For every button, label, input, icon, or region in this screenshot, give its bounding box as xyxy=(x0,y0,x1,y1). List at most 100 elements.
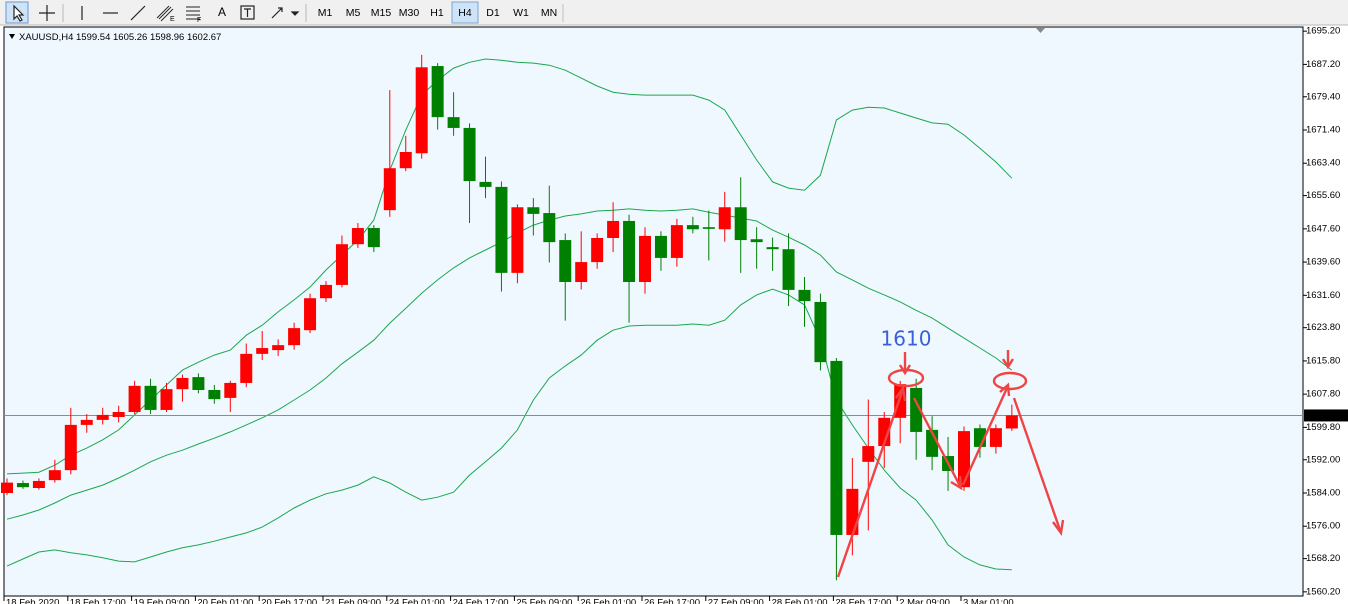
annotation: 1610 xyxy=(881,327,932,351)
candle-body xyxy=(176,377,189,390)
y-tick-label: 1671.40 xyxy=(1306,125,1340,136)
candle-body xyxy=(591,237,604,263)
candle-body xyxy=(511,207,524,273)
candle-body xyxy=(320,284,332,299)
channel-button[interactable] xyxy=(156,5,174,22)
candle-body xyxy=(240,353,253,383)
timeframe-button[interactable]: M15 xyxy=(371,7,392,19)
candle-body xyxy=(383,168,396,211)
y-tick-label: 1679.40 xyxy=(1306,91,1340,102)
arrow-button[interactable] xyxy=(271,7,283,19)
channel-letter: E xyxy=(170,16,175,23)
candle-body xyxy=(670,225,683,258)
y-tick-label: 1615.80 xyxy=(1306,355,1340,366)
candle-body xyxy=(607,220,620,238)
candle-body xyxy=(798,289,811,302)
arrow-line xyxy=(836,391,904,578)
x-tick-label: 28 Feb 01:00 xyxy=(772,598,828,604)
x-tick-label: 26 Feb 17:00 xyxy=(644,598,700,604)
candle-body xyxy=(80,419,93,425)
text-label-button[interactable] xyxy=(240,5,255,20)
y-tick-label: 1631.60 xyxy=(1306,290,1340,301)
candle-body xyxy=(543,213,556,243)
trendline-button[interactable] xyxy=(130,5,146,21)
drawing-objects xyxy=(836,350,1065,578)
timeframe-button[interactable]: H1 xyxy=(430,7,444,19)
arrow-line xyxy=(912,397,962,487)
last-price-box xyxy=(1304,409,1348,422)
timeframe-button[interactable]: M1 xyxy=(318,7,333,19)
y-tick-label: 1695.20 xyxy=(1306,26,1340,37)
y-tick-label: 1576.00 xyxy=(1306,521,1340,532)
close-price: 1602.67 xyxy=(187,32,221,43)
candle-body xyxy=(64,424,77,471)
candle-body xyxy=(351,228,364,245)
shift-marker xyxy=(1036,28,1045,33)
y-tick-label: 1584.00 xyxy=(1306,488,1340,499)
candle-body xyxy=(256,348,269,354)
bollinger-band xyxy=(6,208,1013,520)
x-tick-label: 20 Feb 01:00 xyxy=(197,598,253,604)
candle-body xyxy=(32,480,45,489)
candle-body xyxy=(1005,415,1018,429)
candle-body xyxy=(112,412,125,417)
timeframe-button[interactable]: M30 xyxy=(399,7,420,19)
candle-body xyxy=(447,117,460,128)
x-tick-label: 18 Feb 17:00 xyxy=(70,598,126,604)
timeframe-button[interactable]: H4 xyxy=(458,7,472,19)
arrow-head xyxy=(999,382,1011,397)
down-arrow xyxy=(1001,350,1015,370)
candle-body xyxy=(399,152,412,169)
x-tick-label: 21 Feb 09:00 xyxy=(325,598,381,604)
candle-body xyxy=(1,482,13,493)
arrow-line xyxy=(1012,397,1062,531)
marker-ellipse xyxy=(992,371,1028,391)
crosshair-button[interactable] xyxy=(39,5,55,21)
timeframe-button[interactable]: W1 xyxy=(513,7,529,19)
dropdown-arrow[interactable] xyxy=(290,11,300,16)
toolbar xyxy=(0,0,1348,25)
candle-body xyxy=(702,227,715,229)
header-triangle xyxy=(9,34,15,39)
candle-body xyxy=(304,298,317,331)
candle-body xyxy=(878,417,891,447)
candle-body xyxy=(415,67,428,154)
candle-body xyxy=(144,385,157,410)
x-tick-label: 20 Feb 17:00 xyxy=(261,598,317,604)
x-tick-label: 25 Feb 09:00 xyxy=(516,598,572,604)
arrow-head xyxy=(950,475,963,491)
candle-body xyxy=(160,389,173,410)
last-price-label: 1602.67 xyxy=(1307,410,1341,421)
candle-body xyxy=(192,377,205,390)
candle-body xyxy=(335,244,348,285)
candle-body xyxy=(750,239,763,243)
timeframe-button[interactable]: D1 xyxy=(486,7,500,19)
candle-body xyxy=(224,382,237,398)
text-tool[interactable]: A xyxy=(218,5,226,19)
cursor-icon xyxy=(13,4,25,22)
candle-body xyxy=(989,428,1002,447)
y-tick-label: 1560.20 xyxy=(1306,586,1340,597)
arrow-line xyxy=(961,387,1009,486)
y-tick-label: 1647.60 xyxy=(1306,223,1340,234)
active-timeframe xyxy=(451,1,479,24)
timeframe-button[interactable]: MN xyxy=(541,7,557,19)
candle-body xyxy=(830,360,843,535)
candle-body xyxy=(479,181,492,187)
candle-body xyxy=(958,431,970,488)
x-tick-label: 19 Feb 09:00 xyxy=(134,598,190,604)
low-price: 1598.96 xyxy=(150,32,184,43)
candle-body xyxy=(495,186,508,273)
chart-header: XAUUSD,H4 1599.54 1605.26 1598.96 1602.6… xyxy=(19,32,221,43)
timeframe-bar: M1 M5 M15 M30 H1 H4 D1 W1 MN xyxy=(318,1,557,24)
plot: 1695.20 1687.20 1679.40 1671.40 1663.40 1655.… xyxy=(1,26,1348,604)
timeframe-button[interactable]: M5 xyxy=(346,7,361,19)
candle-body xyxy=(128,385,141,413)
fibonacci-button[interactable] xyxy=(186,6,200,20)
candle-body xyxy=(766,247,779,250)
bollinger-band xyxy=(6,288,1012,571)
drawing-tools xyxy=(5,1,307,24)
x-tick-label: 27 Feb 09:00 xyxy=(708,598,764,604)
candle-body xyxy=(431,66,444,118)
candle-body xyxy=(96,414,109,420)
